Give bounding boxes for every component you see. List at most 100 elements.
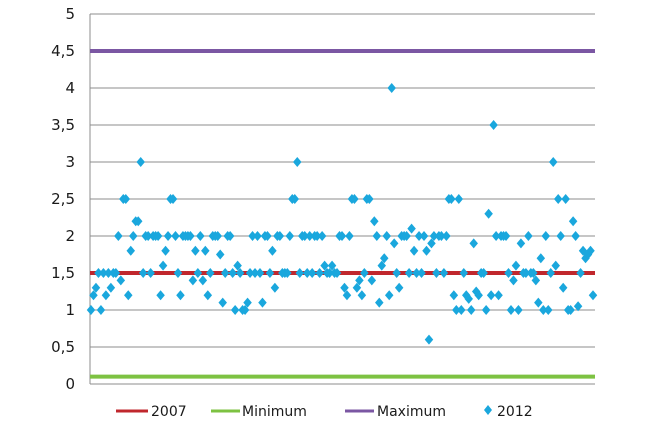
data-point — [404, 268, 414, 278]
data-point — [556, 231, 565, 241]
data-point — [481, 305, 491, 315]
y-tick-label: 4 — [65, 79, 75, 97]
data-point — [360, 268, 369, 278]
data-point — [561, 194, 570, 204]
data-point — [566, 305, 575, 315]
data-point — [302, 268, 312, 278]
data-point — [573, 301, 583, 312]
legend-label-2012: 2012 — [497, 404, 533, 420]
y-tick-label: 1 — [65, 301, 75, 319]
data-point — [409, 245, 419, 256]
data-point — [245, 268, 255, 278]
data-point — [504, 268, 513, 278]
data-point — [235, 268, 245, 278]
data-point — [268, 245, 277, 256]
data-point — [534, 297, 543, 308]
legend-label-2007: 2007 — [151, 404, 187, 420]
data-point — [484, 208, 493, 219]
data-point — [91, 282, 101, 293]
data-point — [553, 194, 563, 204]
legend-item-maximum: Maximum — [345, 404, 446, 420]
data-point — [305, 231, 314, 241]
data-point — [581, 253, 590, 264]
data-point — [459, 268, 469, 278]
data-point — [437, 231, 446, 241]
data-point — [136, 157, 145, 167]
data-point — [206, 268, 215, 278]
data-point — [225, 231, 235, 241]
data-point — [466, 305, 476, 315]
data-point — [283, 268, 292, 278]
data-point — [571, 231, 580, 241]
data-point — [384, 290, 394, 301]
data-point — [568, 216, 578, 227]
data-point — [447, 194, 456, 204]
data-point — [332, 268, 342, 278]
data-point — [548, 157, 558, 167]
data-point — [412, 268, 421, 278]
data-point — [536, 253, 546, 264]
data-point — [377, 260, 387, 271]
data-point — [215, 249, 225, 260]
data-point — [442, 231, 451, 241]
data-point — [233, 260, 242, 271]
data-point — [546, 268, 556, 278]
data-point — [111, 268, 121, 278]
data-point — [491, 231, 501, 241]
legend-marker-2012 — [484, 405, 492, 415]
data-point — [315, 268, 324, 278]
data-point — [516, 238, 526, 249]
legend-item-2007: 2007 — [116, 404, 187, 420]
data-point — [198, 275, 208, 286]
data-point — [96, 305, 106, 315]
data-point — [432, 268, 441, 278]
data-point — [372, 231, 382, 241]
series-2012-points — [86, 83, 598, 345]
data-point — [392, 268, 401, 278]
data-point — [474, 290, 483, 301]
data-point — [479, 268, 488, 278]
data-point — [367, 275, 377, 286]
y-tick-label: 0,5 — [51, 338, 75, 356]
data-point — [243, 297, 252, 308]
data-point — [218, 297, 227, 308]
data-point — [101, 290, 111, 301]
data-point — [128, 231, 138, 241]
data-point — [340, 282, 349, 293]
data-point — [389, 238, 399, 249]
y-tick-label: 5 — [65, 5, 75, 23]
data-point — [394, 282, 404, 293]
data-point — [285, 231, 295, 241]
data-point — [114, 231, 123, 241]
data-point — [161, 245, 170, 256]
data-point — [104, 268, 113, 278]
data-point — [551, 260, 560, 271]
data-point — [489, 120, 498, 130]
data-point — [89, 290, 98, 301]
data-point — [457, 305, 466, 315]
data-point — [312, 231, 322, 241]
data-point — [469, 238, 478, 249]
data-point — [295, 268, 305, 278]
data-point — [196, 231, 205, 241]
data-point — [506, 305, 516, 315]
data-point — [171, 231, 180, 241]
data-point — [307, 268, 317, 278]
data-point — [203, 290, 213, 301]
data-point — [402, 231, 411, 241]
data-point — [191, 245, 200, 256]
data-point — [156, 290, 165, 301]
data-point — [357, 290, 367, 301]
y-tick-label: 0 — [65, 375, 75, 393]
y-tick-label: 3,5 — [51, 116, 75, 134]
data-point — [143, 231, 153, 241]
data-point — [419, 231, 429, 241]
data-point — [230, 305, 240, 315]
data-point — [320, 260, 329, 271]
data-point — [255, 268, 265, 278]
data-point — [414, 231, 424, 241]
data-point — [325, 268, 334, 278]
data-point — [486, 290, 496, 301]
data-point — [427, 238, 436, 249]
